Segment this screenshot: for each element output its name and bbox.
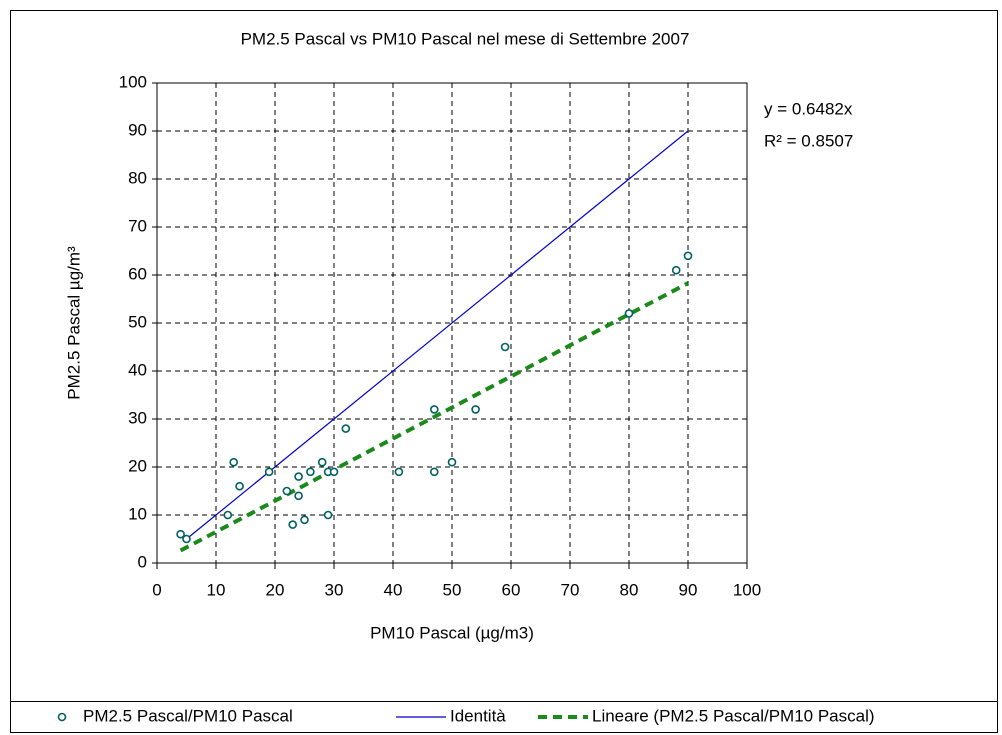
point bbox=[235, 481, 244, 491]
legend-label: Lineare (PM2.5 Pascal/PM10 Pascal) bbox=[592, 706, 875, 725]
point bbox=[341, 424, 351, 433]
y-tick-label: 10 bbox=[128, 504, 147, 523]
annotation: R² = 0.8507 bbox=[764, 131, 853, 150]
y-tick-label: 50 bbox=[128, 312, 147, 331]
point bbox=[624, 309, 634, 318]
point bbox=[306, 467, 315, 477]
point bbox=[300, 515, 309, 525]
y-tick-label: 20 bbox=[128, 456, 147, 475]
point bbox=[294, 491, 303, 501]
point bbox=[394, 467, 404, 477]
point bbox=[429, 405, 439, 414]
y-tick-label: 40 bbox=[128, 360, 147, 379]
legend-label: PM2.5 Pascal/PM10 Pascal bbox=[83, 706, 293, 725]
y-tick-label: 100 bbox=[119, 72, 147, 91]
x-tick-label: 30 bbox=[325, 580, 344, 599]
point bbox=[282, 486, 292, 496]
x-tick-label: 90 bbox=[679, 580, 698, 599]
point bbox=[447, 457, 457, 467]
point bbox=[223, 510, 233, 520]
x-tick-label: 70 bbox=[561, 580, 580, 599]
point bbox=[323, 510, 333, 520]
x-tick-label: 0 bbox=[152, 580, 161, 599]
annotation: y = 0.6482x bbox=[764, 99, 853, 118]
x-tick-label: 100 bbox=[733, 580, 761, 599]
point bbox=[264, 467, 274, 477]
point bbox=[471, 405, 480, 414]
y-tick-label: 30 bbox=[128, 408, 147, 427]
x-tick-label: 40 bbox=[384, 580, 403, 599]
point bbox=[176, 529, 185, 539]
point bbox=[294, 472, 303, 481]
y-tick-label: 70 bbox=[128, 216, 147, 235]
point bbox=[288, 520, 298, 529]
point bbox=[229, 457, 238, 467]
plot-area bbox=[156, 82, 748, 564]
x-tick-label: 20 bbox=[266, 580, 285, 599]
trend-line bbox=[179, 281, 689, 553]
point bbox=[329, 467, 339, 477]
point bbox=[500, 342, 510, 352]
x-tick-label: 50 bbox=[443, 580, 462, 599]
y-tick-label: 60 bbox=[128, 264, 147, 283]
point bbox=[683, 251, 693, 261]
legend bbox=[10, 701, 998, 733]
x-tick-label: 80 bbox=[620, 580, 639, 599]
x-tick-label: 60 bbox=[502, 580, 521, 599]
x-tick-label: 10 bbox=[207, 580, 226, 599]
legend-marker bbox=[57, 712, 67, 722]
x-axis-label: PM10 Pascal (µg/m3) bbox=[370, 623, 534, 642]
chart-title: PM2.5 Pascal vs PM10 Pascal nel mese di … bbox=[241, 29, 690, 48]
legend-label: Identità bbox=[450, 706, 506, 725]
y-tick-label: 90 bbox=[128, 120, 147, 139]
y-tick-label: 80 bbox=[128, 168, 147, 187]
point bbox=[429, 467, 439, 477]
y-tick-label: 0 bbox=[138, 552, 147, 571]
y-axis-label: PM2.5 Pascal µg/m³ bbox=[64, 246, 83, 400]
point bbox=[182, 534, 191, 544]
point bbox=[671, 265, 681, 275]
point bbox=[317, 457, 327, 467]
